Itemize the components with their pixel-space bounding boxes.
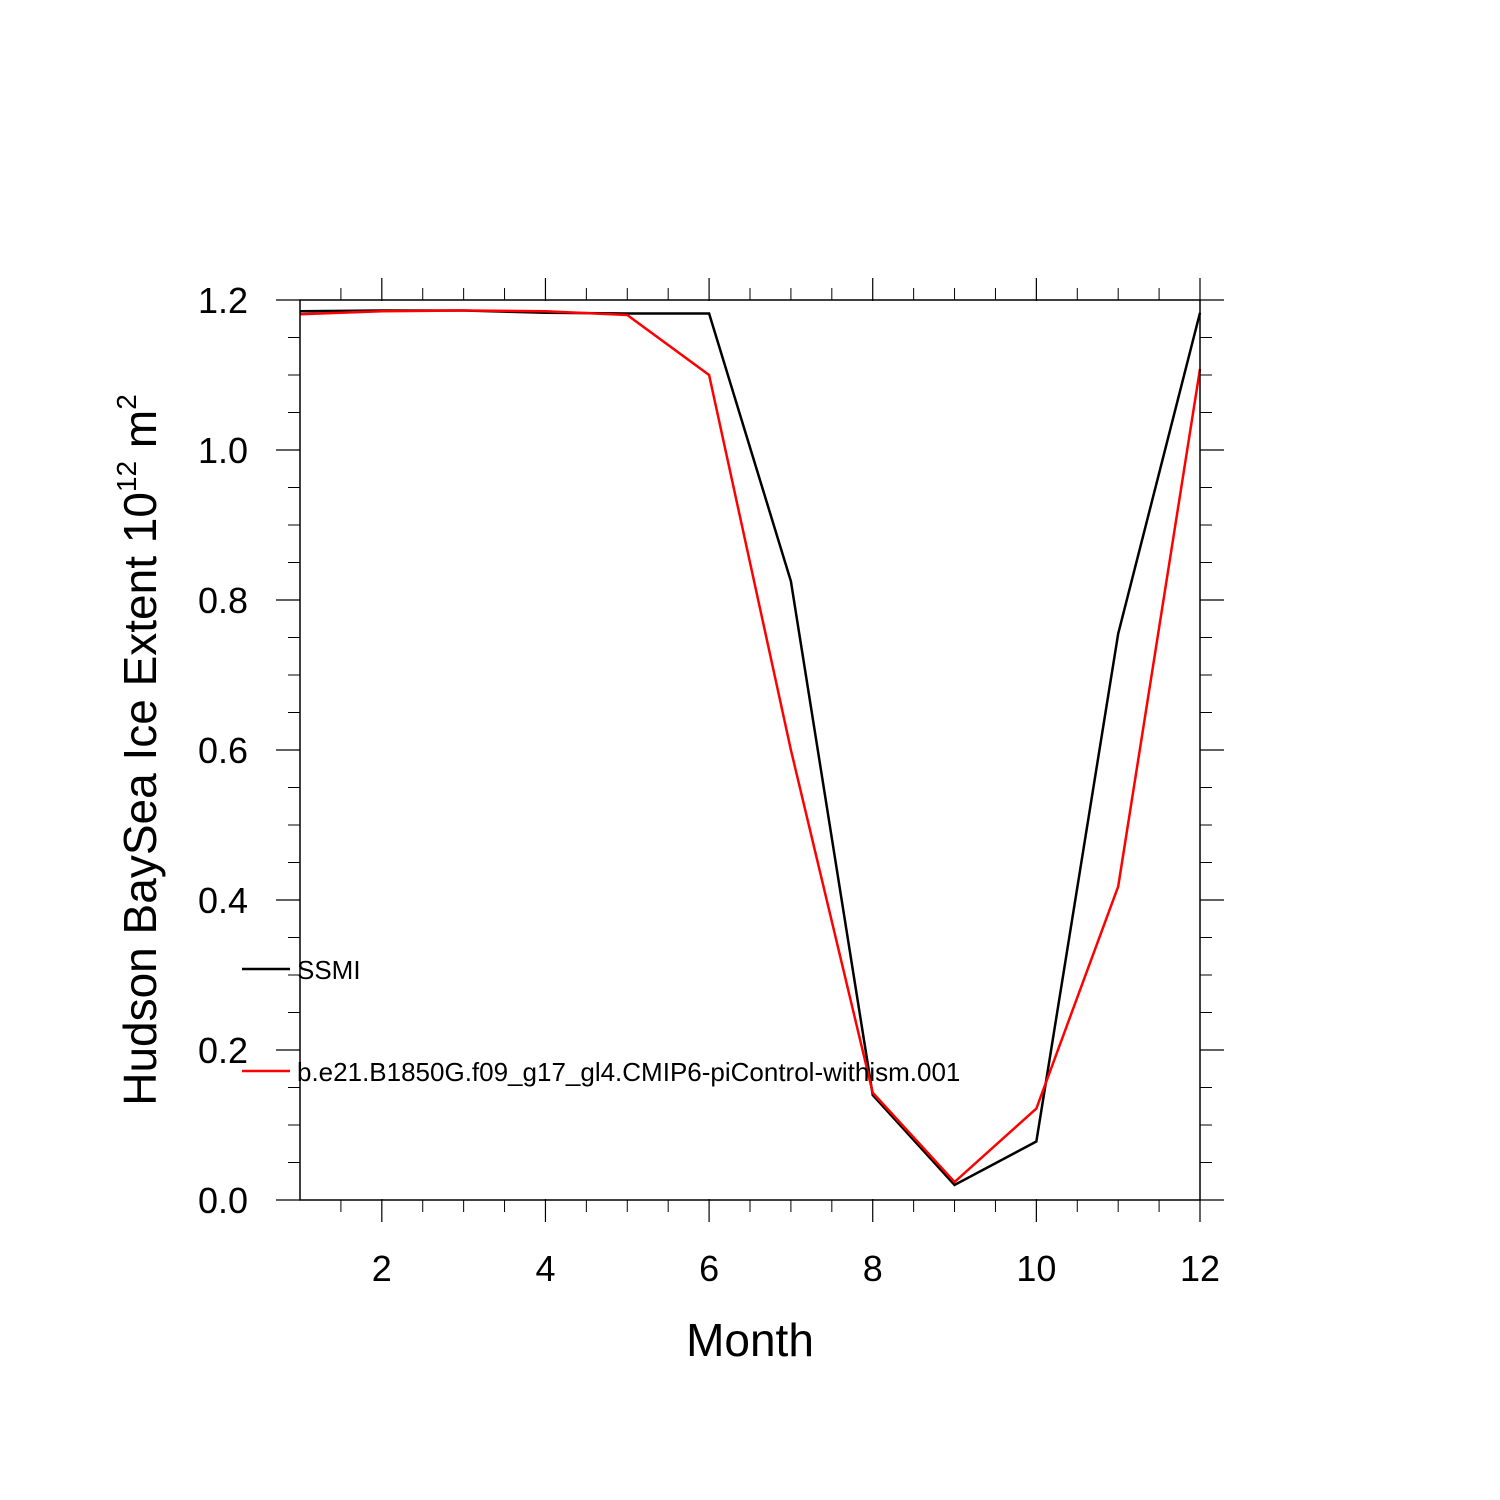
x-tick-label: 4 [535, 1248, 555, 1289]
x-tick-label: 10 [1016, 1248, 1056, 1289]
legend-label-model: b.e21.B1850G.f09_g17_gl4.CMIP6-piControl… [297, 1057, 960, 1087]
series-lines [299, 309, 1202, 1187]
legend-label-ssmi: SSMI [297, 955, 361, 985]
series-line-0 [299, 309, 1202, 1187]
y-tick-labels: 0.0 0.2 0.4 0.6 0.8 1.0 1.2 [198, 280, 248, 1221]
y-tick-label: 0.2 [198, 1030, 248, 1071]
axis-ticks [276, 278, 1224, 1222]
y-tick-label: 0.0 [198, 1180, 248, 1221]
x-tick-label: 2 [372, 1248, 392, 1289]
y-tick-label: 0.8 [198, 580, 248, 621]
x-tick-label: 6 [699, 1248, 719, 1289]
plot-frame [299, 299, 1201, 1201]
x-axis-title: Month [686, 1314, 814, 1366]
y-tick-label: 1.2 [198, 280, 248, 321]
series-line-1 [299, 309, 1202, 1184]
y-axis-title: Hudson BaySea Ice Extent 1012 m2 [111, 394, 166, 1106]
y-axis-title-unit-exponent: 2 [111, 394, 142, 410]
y-tick-label: 1.0 [198, 430, 248, 471]
x-tick-label: 12 [1180, 1248, 1220, 1289]
y-axis-title-unit: m [114, 410, 166, 461]
y-axis-title-exponent: 12 [111, 461, 142, 492]
x-tick-label: 8 [863, 1248, 883, 1289]
y-axis-title-main: Hudson BaySea Ice Extent 10 [114, 492, 166, 1106]
x-tick-labels: 2 4 6 8 10 12 [372, 1248, 1220, 1289]
legend: SSMI b.e21.B1850G.f09_g17_gl4.CMIP6-piCo… [242, 955, 960, 1087]
y-tick-label: 0.6 [198, 730, 248, 771]
y-tick-label: 0.4 [198, 880, 248, 921]
